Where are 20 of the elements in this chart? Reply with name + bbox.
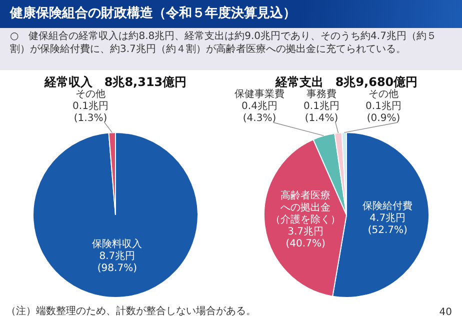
data-label: 0.1兆円 (0.9%) <box>366 100 402 124</box>
slice-label: その他 <box>368 88 398 100</box>
slice-label: 高齢者医療への拠出金（介護を除く） <box>270 190 341 226</box>
data-label: 8.7兆円 (98.7%) <box>97 250 138 274</box>
chart-title: 経常収入 8兆8,313億円 <box>43 74 188 89</box>
data-label: 4.7兆円 (52.7%) <box>368 212 408 236</box>
data-label: 0.4兆円 (4.3%) <box>242 100 278 124</box>
slice-label: 保険給付費 <box>362 200 413 212</box>
slice-label: 事務費 <box>306 88 336 100</box>
data-label: 3.7兆円 (40.7%) <box>286 226 326 250</box>
text: （注）端数整理のため、計数が整合しない場合がある。 <box>6 304 256 318</box>
data-label: 0.1兆円 (1.3%) <box>72 100 108 124</box>
slice-label: 保険料収入 <box>92 238 142 250</box>
chart-title: 経常支出 8兆9,680億円 <box>274 74 419 89</box>
slice-label: 保健事業費 <box>234 88 284 100</box>
text: 健康保険組合の財政構造（令和５年度決算見込） <box>0 0 462 28</box>
data-label: 0.1兆円 (1.4%) <box>304 100 340 124</box>
slice-label: その他 <box>76 88 106 100</box>
text: 40 <box>439 307 452 318</box>
text: ○ 健保組合の経常収入は約8.8兆円、経常支出は約9.0兆円であり、そのうち約4.7兆円（約５割）が保険給付費に、約3.7兆円（約４割）が高齢者医療への拠出金に充てられている。 <box>10 30 438 56</box>
